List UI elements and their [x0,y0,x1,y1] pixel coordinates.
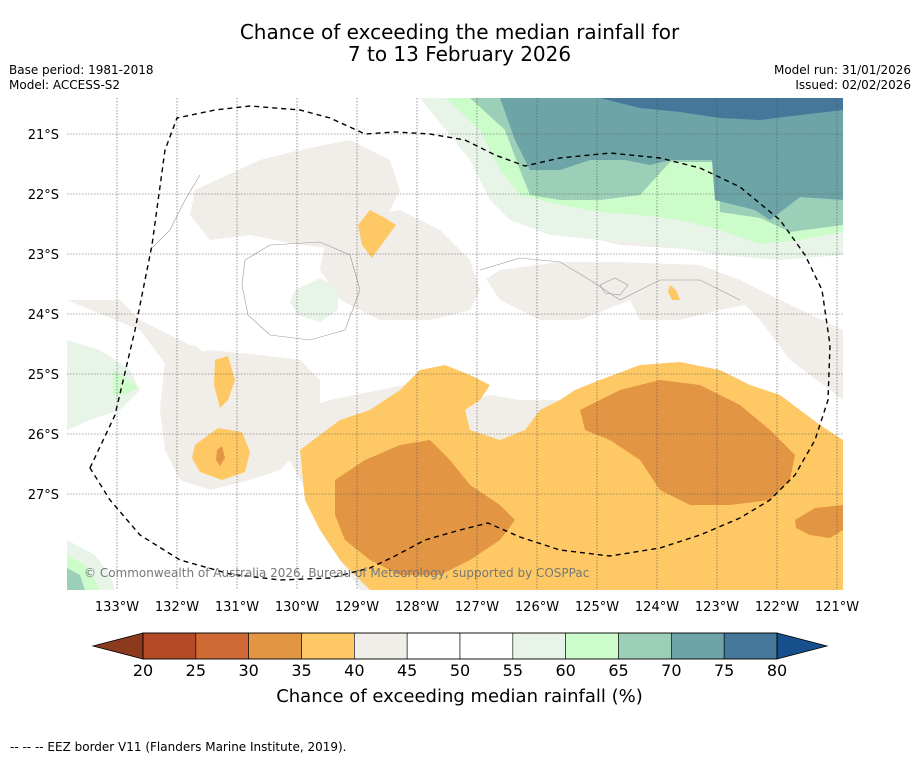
lat-label-23: 23°S [28,248,59,263]
colorbar-cell [459,632,514,660]
copyright-text: © Commonwealth of Australia 2026, Bureau… [84,566,589,580]
colorbar-cell [671,632,725,660]
region-60-65-west [113,370,138,395]
eez-border [89,105,831,581]
colorbar-cell [142,632,197,660]
lon-label-127: 127°W [455,600,499,615]
region-35-40-tiny-east [668,285,680,300]
colorbar-tick-label: 30 [238,661,258,680]
region-30-35-southeast [580,380,795,505]
map-fill-layer [67,98,843,590]
lat-label-27: 27°S [28,488,59,503]
region-40-45-island-mid [320,210,480,320]
contour-lines [149,174,741,341]
colorbar-tick-label: 50 [450,661,470,680]
colorbar-tick-label: 80 [767,661,787,680]
colorbar-tick-label: 25 [186,661,206,680]
colorbar-cell [618,632,672,660]
eez-footnote: -- -- -- EEZ border V11 (Flanders Marine… [10,740,347,754]
issued-label: Issued: 02/02/2026 [795,78,911,92]
colorbar-tick-label: 20 [133,661,153,680]
lon-labels: 133°W 132°W 131°W 130°W 129°W 128°W 127°… [95,600,859,615]
lon-label-133: 133°W [95,600,139,615]
colorbar-cell [406,632,461,660]
lon-label-126: 126°W [515,600,559,615]
colorbar-low-extend [91,632,144,660]
lat-label-25: 25°S [28,368,59,383]
colorbar-tick-label: 65 [608,661,628,680]
lat-label-22: 22°S [28,188,59,203]
region-30-35-east-edge [795,505,843,538]
lon-label-121: 121°W [815,600,859,615]
lon-label-132: 132°W [155,600,199,615]
colorbar-title: Chance of exceeding median rainfall (%) [276,686,643,707]
lat-label-24: 24°S [28,308,59,323]
region-75-80-north [600,98,843,120]
colorbar-high-extend [776,632,829,660]
region-30-35-southwest [335,440,515,575]
region-45-55-west-upper [67,98,130,140]
lat-labels: 21°S 22°S 23°S 24°S 25°S 26°S 27°S [28,128,59,503]
region-70-75-northeast [500,98,843,220]
model-label: Model: ACCESS-S2 [9,78,121,92]
colorbar-cell [512,632,566,660]
colorbar-tick-label: 55 [503,661,523,680]
lon-label-131: 131°W [215,600,259,615]
map-title-line1: Chance of exceeding the median rainfall … [239,20,680,44]
region-65-70-southwest-corner [67,568,85,590]
grid-lines [67,98,843,590]
colorbar-cell [354,632,408,660]
colorbar-cell [565,632,619,660]
colorbar-tick-label: 45 [397,661,417,680]
region-35-40-west [214,356,235,408]
colorbar: 20 25 30 35 40 45 50 55 60 65 70 75 80 [91,632,829,680]
lon-label-129: 129°W [335,600,379,615]
lon-label-130: 130°W [275,600,319,615]
lon-label-122: 122°W [755,600,799,615]
colorbar-tick-label: 40 [344,661,364,680]
colorbar-cell [301,632,355,660]
lon-label-128: 128°W [395,600,439,615]
colorbar-outline [142,632,778,660]
colorbar-tick-label: 70 [661,661,681,680]
region-30-35-small-west [216,446,225,466]
map-title-line2: 7 to 13 February 2026 [347,42,572,66]
colorbar-tick-label: 60 [555,661,575,680]
region-55-60-west [67,340,140,430]
colorbar-tick-label: 75 [714,661,734,680]
lon-label-124: 124°W [635,600,679,615]
colorbar-tick-label: 35 [291,661,311,680]
region-55-60-island [290,278,338,322]
lon-label-123: 123°W [695,600,739,615]
lat-label-26: 26°S [28,428,59,443]
model-run-label: Model run: 31/01/2026 [773,63,911,77]
base-period-label: Base period: 1981-2018 [9,63,154,77]
colorbar-cell [248,632,302,660]
lat-label-21: 21°S [28,128,59,143]
colorbar-cell [195,632,249,660]
colorbar-cell [723,632,778,660]
region-35-40-small-north [358,210,396,258]
lon-label-125: 125°W [575,600,619,615]
region-40-45-island-east [630,275,745,320]
